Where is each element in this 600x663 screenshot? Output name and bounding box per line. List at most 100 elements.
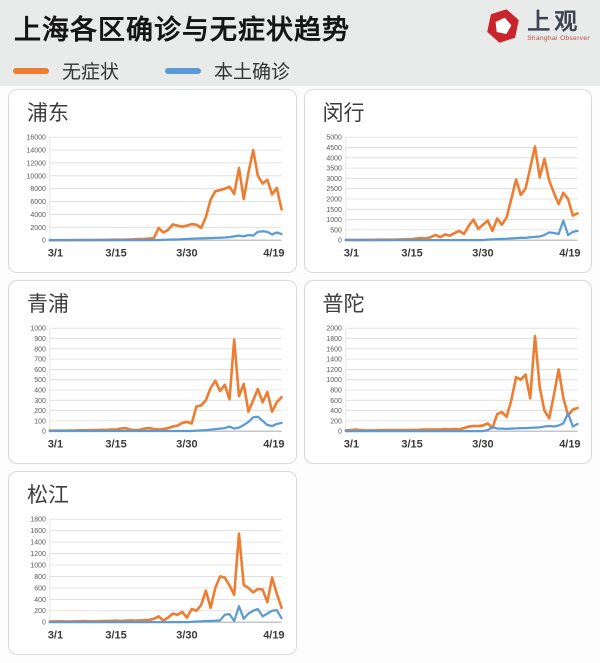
svg-text:16000: 16000: [26, 134, 45, 142]
legend-label: 无症状: [62, 62, 120, 83]
svg-text:4000: 4000: [326, 154, 342, 162]
svg-text:6000: 6000: [30, 198, 46, 206]
svg-text:3/1: 3/1: [48, 438, 63, 450]
svg-text:500: 500: [330, 226, 342, 234]
svg-text:4/19: 4/19: [263, 438, 284, 450]
svg-text:0: 0: [337, 428, 341, 436]
svg-text:4500: 4500: [326, 144, 342, 152]
svg-text:4/19: 4/19: [263, 629, 284, 641]
svg-text:4000: 4000: [30, 211, 46, 219]
legend-label: 本土确诊: [214, 62, 291, 83]
svg-text:1000: 1000: [30, 325, 46, 333]
svg-text:3/1: 3/1: [48, 247, 63, 259]
svg-text:3/30: 3/30: [176, 629, 197, 641]
svg-text:100: 100: [34, 417, 46, 425]
svg-text:0: 0: [42, 428, 46, 436]
legend-item-asymptomatic: 无症状: [13, 57, 119, 84]
svg-text:3/15: 3/15: [105, 247, 126, 259]
svg-text:1600: 1600: [30, 527, 46, 535]
svg-text:10000: 10000: [26, 172, 45, 180]
svg-text:200: 200: [330, 417, 342, 425]
svg-text:1000: 1000: [326, 216, 342, 224]
svg-text:700: 700: [34, 355, 46, 363]
line-chart-putuo: 0 200 400 600 800 1000 1200 1400 1600 1800 2000 3/1…: [326, 325, 580, 451]
legend: 无症状 本土确诊: [13, 57, 290, 84]
logo-shanghai-observer: 上观 Shanghai Observer: [484, 7, 590, 45]
svg-text:900: 900: [34, 335, 46, 343]
line-chart-qingpu: 0 100 200 300 400 500 600 700 800 900 1000 3/1 3/15 3…: [30, 325, 284, 451]
svg-text:3/15: 3/15: [105, 629, 126, 641]
chart-title-pudong: 浦东: [27, 102, 69, 125]
svg-text:3/1: 3/1: [343, 247, 358, 259]
svg-text:8000: 8000: [30, 185, 46, 193]
svg-text:1500: 1500: [326, 206, 342, 214]
svg-text:800: 800: [330, 386, 342, 394]
chart-card-qingpu: 青浦 0 100 200 300 400 500 600 700 800 900 1000 3/1 3/…: [8, 280, 297, 464]
svg-text:3/15: 3/15: [401, 438, 422, 450]
svg-text:1200: 1200: [326, 366, 342, 374]
svg-text:400: 400: [330, 407, 342, 415]
svg-text:1800: 1800: [30, 516, 46, 524]
svg-text:3/30: 3/30: [176, 247, 197, 259]
svg-text:5000: 5000: [326, 134, 342, 142]
svg-text:2000: 2000: [30, 224, 46, 232]
svg-text:3/15: 3/15: [105, 438, 126, 450]
page-header: 上海各区确诊与无症状趋势 上观 Shanghai Observer 无症状 本土…: [0, 0, 600, 86]
svg-text:1600: 1600: [326, 345, 342, 353]
svg-text:4/19: 4/19: [559, 247, 580, 259]
svg-text:3/30: 3/30: [472, 438, 493, 450]
svg-text:600: 600: [330, 397, 342, 405]
chart-title-songjiang: 松江: [27, 484, 69, 507]
svg-text:3/1: 3/1: [48, 629, 63, 641]
svg-text:400: 400: [34, 596, 46, 604]
svg-text:3000: 3000: [326, 175, 342, 183]
chart-card-minhang: 闵行 0 500 1000 1500 2000 2500 3000 3500 4000 4500 5…: [303, 89, 592, 273]
svg-text:200: 200: [34, 607, 46, 615]
svg-text:800: 800: [34, 573, 46, 581]
svg-text:600: 600: [34, 366, 46, 374]
chart-card-pudong: 浦东 0 2000 4000 6000 8000 10000 12000 14000 16000…: [8, 89, 297, 273]
legend-item-confirmed: 本土确诊: [165, 57, 290, 84]
svg-text:14000: 14000: [26, 146, 45, 154]
svg-text:0: 0: [337, 237, 341, 245]
legend-swatch-blue: [165, 67, 202, 74]
svg-text:3/1: 3/1: [343, 438, 358, 450]
svg-text:3/15: 3/15: [401, 247, 422, 259]
svg-text:800: 800: [34, 345, 46, 353]
svg-text:1000: 1000: [326, 376, 342, 384]
chart-title-putuo: 普陀: [322, 293, 365, 316]
svg-text:1400: 1400: [30, 538, 46, 546]
svg-text:0: 0: [42, 619, 46, 627]
svg-text:1400: 1400: [326, 355, 342, 363]
svg-text:2000: 2000: [326, 195, 342, 203]
chart-title-qingpu: 青浦: [27, 293, 69, 316]
svg-text:600: 600: [34, 584, 46, 592]
logo-subtext: Shanghai Observer: [527, 35, 590, 42]
svg-text:3/30: 3/30: [472, 247, 493, 259]
line-chart-pudong: 0 2000 4000 6000 8000 10000 12000 14000 16000 3/1…: [26, 134, 284, 260]
svg-text:1000: 1000: [30, 561, 46, 569]
svg-text:400: 400: [34, 386, 46, 394]
line-chart-minhang: 0 500 1000 1500 2000 2500 3000 3500 4000 4500 5000…: [326, 134, 580, 260]
svg-text:4/19: 4/19: [263, 247, 284, 259]
svg-text:3500: 3500: [326, 164, 342, 172]
svg-text:0: 0: [42, 237, 46, 245]
svg-text:12000: 12000: [26, 159, 45, 167]
legend-swatch-orange: [13, 67, 49, 74]
svg-text:300: 300: [34, 397, 46, 405]
svg-text:500: 500: [34, 376, 46, 384]
line-chart-songjiang: 0 200 400 600 800 1000 1200 1400 1600 1800 3/1 3/15…: [30, 516, 284, 642]
page-title: 上海各区确诊与无症状趋势: [14, 15, 350, 45]
svg-text:200: 200: [34, 407, 46, 415]
logo-text: 上观: [527, 8, 582, 34]
svg-text:4/19: 4/19: [559, 438, 580, 450]
chart-card-songjiang: 松江 0 200 400 600 800 1000 1200 1400 1600 1800 3/1 3…: [8, 471, 297, 655]
svg-text:2500: 2500: [326, 185, 342, 193]
svg-text:1200: 1200: [30, 550, 46, 558]
charts-grid: 浦东 0 2000 4000 6000 8000 10000 12000 14000 16000…: [0, 86, 600, 663]
svg-text:3/30: 3/30: [176, 438, 197, 450]
chart-title-minhang: 闵行: [322, 102, 365, 125]
svg-text:1800: 1800: [326, 335, 342, 343]
shanghai-observer-logo-icon: [484, 7, 522, 45]
svg-text:2000: 2000: [326, 325, 342, 333]
